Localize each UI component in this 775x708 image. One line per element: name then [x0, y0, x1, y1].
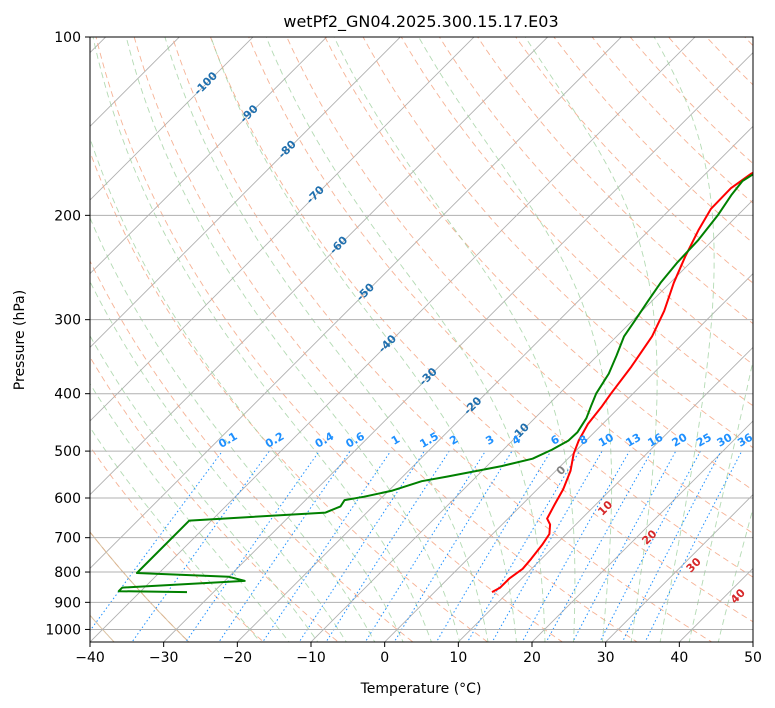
isotherm-line	[90, 37, 696, 642]
moist-adiabat-line	[265, 37, 546, 642]
dry-adiabat-line	[515, 37, 753, 284]
dry-adiabat-line	[95, 37, 564, 642]
mixing-ratio-label: 36	[735, 431, 755, 450]
dry-adiabat-line	[133, 37, 638, 642]
temperature-profile-line	[491, 171, 753, 593]
isotherm-line	[457, 346, 753, 642]
isotherm-line	[90, 37, 401, 348]
moist-adiabat-line	[333, 37, 576, 642]
pressure-gridlines	[90, 37, 753, 630]
isotherm-line	[236, 125, 753, 642]
isotherm-line	[90, 37, 180, 127]
dry-adiabat-line	[90, 259, 414, 642]
plot-frame	[89, 36, 754, 643]
y-tick-label: 300	[54, 313, 81, 329]
isotherm-line	[531, 420, 753, 642]
y-tick-label: 1000	[45, 622, 81, 638]
y-tick-label: 800	[54, 565, 81, 581]
y-tick-label: 400	[54, 387, 81, 403]
dry-adiabat-line	[324, 37, 753, 491]
dry-adiabat-line	[210, 37, 753, 623]
moist-adiabat-line	[90, 334, 319, 642]
x-axis-title: Temperature (°C)	[360, 681, 482, 697]
y-tick-label: 500	[54, 444, 81, 460]
dry-adiabat-line	[286, 37, 753, 534]
isotherm-line	[163, 52, 753, 642]
chart-title: wetPf2_GN04.2025.300.15.17.E03	[283, 12, 558, 32]
dry-adiabat-line	[90, 150, 489, 642]
y-tick-label: 700	[54, 531, 81, 547]
isotherm-line	[310, 199, 753, 642]
profile-lines	[117, 171, 753, 594]
isotherm-line	[90, 37, 328, 275]
y-tick-label: 200	[54, 208, 81, 224]
x-tick-label: −40	[75, 650, 105, 666]
dewpoint-profile-line	[117, 173, 753, 594]
x-tick-label: 40	[670, 650, 688, 666]
dry-adiabat-line	[90, 356, 339, 642]
x-tick-label: 0	[380, 650, 389, 666]
isotherm-line	[90, 37, 549, 496]
moist-adiabat-line	[653, 37, 715, 642]
dry-adiabat-reference-line	[90, 531, 190, 642]
y-axis-title: Pressure (hPa)	[12, 290, 28, 390]
x-tick-label: 10	[449, 650, 467, 666]
y-tick-label: 900	[54, 595, 81, 611]
moist-adiabat-line	[717, 506, 753, 642]
isotherm-line	[605, 494, 753, 642]
y-tick-label: 100	[54, 30, 81, 46]
dry-adiabat-line	[248, 37, 753, 578]
dry-adiabat-line	[90, 445, 265, 642]
x-tick-label: −20	[223, 650, 253, 666]
moist-adiabat-line	[418, 37, 613, 642]
moist-adiabat-line	[524, 37, 658, 642]
x-tick-label: 20	[523, 650, 541, 666]
isotherm-line	[90, 37, 254, 201]
isotherm-line	[90, 37, 622, 569]
isotherm-line	[90, 37, 475, 422]
x-tick-label: −30	[149, 650, 179, 666]
x-tick-label: −10	[296, 650, 326, 666]
dry-adiabat-line	[171, 37, 713, 642]
y-tick-label: 600	[54, 491, 81, 507]
isotherm-line	[384, 273, 753, 642]
dry-adiabat-line	[362, 37, 753, 449]
x-tick-label: 50	[744, 650, 762, 666]
x-tick-label: 30	[597, 650, 615, 666]
axes: −40 −30 −20 −10 0 10 20 30 40 50 100 200 300 400 500 60…	[45, 30, 762, 666]
moist-adiabat-line	[92, 37, 432, 642]
